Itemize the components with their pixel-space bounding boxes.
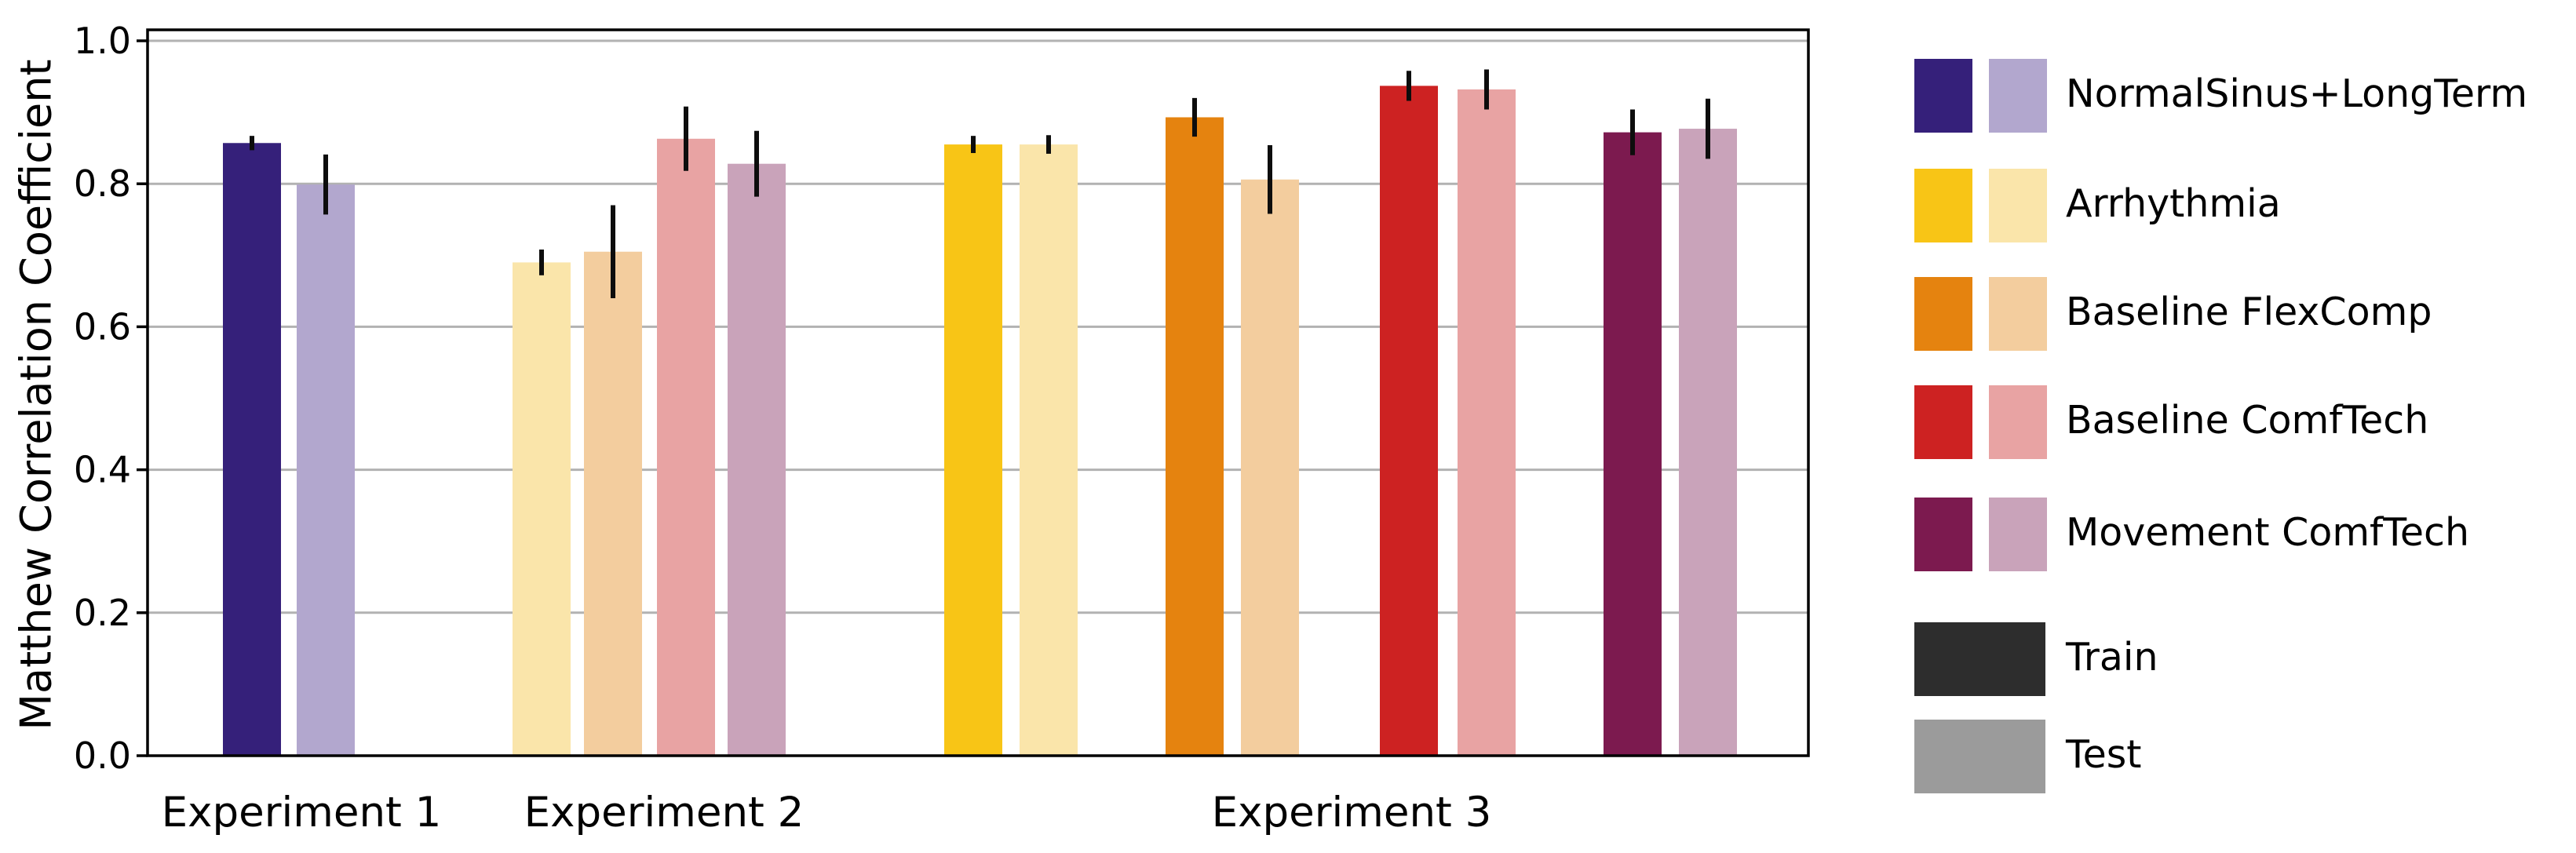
bar-experiment2-baseline-comftech-test: [657, 138, 715, 756]
bar-experiment3-baseline-flexcomp-train: [1166, 117, 1224, 756]
bar-experiment1-normalsinus-longterm-test: [297, 184, 355, 756]
bar-experiment3-baseline-comftech-train: [1380, 86, 1438, 756]
bar-experiment2-movement-comftech-test: [728, 163, 786, 756]
bar-experiment3-movement-comftech-train: [1604, 132, 1662, 756]
axes-box: [146, 28, 1810, 757]
y-tick-label: 0.4: [74, 449, 131, 491]
bar-experiment2-arrhythmia-test: [513, 262, 571, 756]
bar-experiment3-arrhythmia-test: [1020, 144, 1078, 756]
y-tick-label: 0.0: [74, 735, 131, 777]
bar-experiment2-baseline-flexcomp-test: [584, 251, 642, 756]
x-tick-label: Experiment 2: [524, 789, 805, 837]
x-tick-label: Experiment 3: [1212, 789, 1492, 837]
bar-experiment3-baseline-flexcomp-test: [1241, 179, 1299, 756]
y-tick-label: 0.2: [74, 592, 131, 634]
bar-experiment3-arrhythmia-train: [944, 144, 1002, 756]
bar-experiment3-movement-comftech-test: [1679, 129, 1737, 756]
y-axis-label: Matthew Correlation Coefficient: [11, 59, 61, 731]
bar-experiment1-normalsinus-longterm-train: [223, 143, 281, 756]
y-tick-label: 1.0: [74, 20, 131, 62]
y-tick-label: 0.8: [74, 162, 131, 205]
y-tick-label: 0.6: [74, 305, 131, 348]
x-tick-label: Experiment 1: [162, 789, 442, 837]
bar-experiment3-baseline-comftech-test: [1458, 89, 1516, 756]
